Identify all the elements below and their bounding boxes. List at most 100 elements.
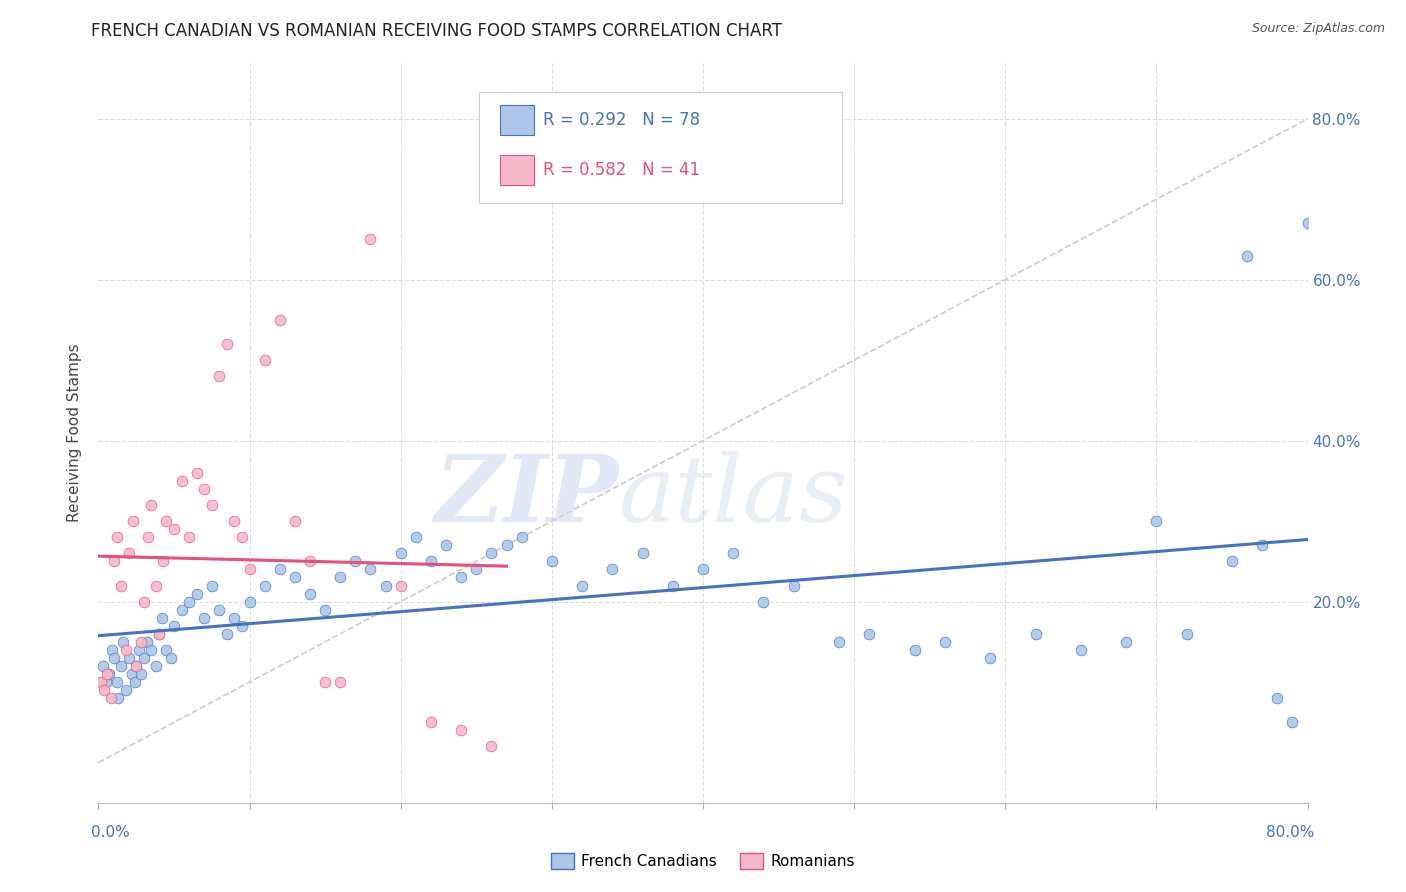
Point [269, 562, 291, 576]
Point [979, 651, 1001, 665]
Point [163, 619, 186, 633]
Point [100, 691, 122, 706]
Point [495, 538, 517, 552]
Point [284, 514, 307, 528]
Point [114, 643, 136, 657]
Point [122, 514, 145, 528]
Point [215, 627, 238, 641]
Point [170, 602, 193, 616]
Point [1220, 554, 1243, 568]
Point [125, 659, 148, 673]
Point [111, 635, 134, 649]
Point [96, 667, 118, 681]
Point [105, 675, 128, 690]
FancyBboxPatch shape [501, 155, 534, 185]
Point [692, 562, 714, 576]
Point [420, 554, 443, 568]
Legend: French Canadians, Romanians: French Canadians, Romanians [544, 847, 862, 875]
Point [934, 635, 956, 649]
Point [540, 554, 562, 568]
Point [141, 643, 163, 657]
Point [1281, 715, 1303, 730]
Text: ZIP: ZIP [434, 450, 619, 541]
Text: R = 0.582   N = 41: R = 0.582 N = 41 [543, 161, 700, 178]
Point [1070, 643, 1092, 657]
Point [136, 530, 159, 544]
Point [314, 675, 336, 690]
Point [1115, 635, 1137, 649]
Point [329, 570, 352, 584]
Point [661, 578, 683, 592]
Point [193, 482, 215, 496]
Point [329, 675, 352, 690]
Point [405, 530, 427, 544]
Point [94, 675, 117, 690]
Point [1024, 627, 1046, 641]
Point [90, 675, 112, 690]
Point [110, 659, 132, 673]
Text: FRENCH CANADIAN VS ROMANIAN RECEIVING FOOD STAMPS CORRELATION CHART: FRENCH CANADIAN VS ROMANIAN RECEIVING FO… [91, 22, 782, 40]
Point [125, 659, 148, 673]
Point [314, 602, 336, 616]
Point [170, 474, 193, 488]
Point [284, 570, 307, 584]
Point [1144, 514, 1167, 528]
Point [239, 562, 262, 576]
Point [253, 353, 276, 368]
Point [224, 514, 246, 528]
Point [1236, 249, 1258, 263]
Point [179, 530, 201, 544]
Point [201, 578, 224, 592]
Point [783, 578, 806, 592]
Point [124, 675, 146, 690]
Text: atlas: atlas [619, 450, 848, 541]
Point [193, 610, 215, 624]
Point [155, 643, 177, 657]
Point [434, 538, 457, 552]
Point [163, 522, 186, 536]
Point [360, 232, 382, 246]
Point [1175, 627, 1198, 641]
Point [148, 627, 170, 641]
Point [155, 514, 177, 528]
Point [510, 530, 533, 544]
Point [450, 570, 472, 584]
FancyBboxPatch shape [479, 92, 842, 203]
Point [179, 594, 201, 608]
Point [481, 546, 503, 560]
Point [723, 546, 745, 560]
Point [110, 578, 132, 592]
Point [215, 337, 238, 351]
Y-axis label: Receiving Food Stamps: Receiving Food Stamps [67, 343, 83, 522]
Point [231, 619, 253, 633]
Point [114, 683, 136, 698]
Point [103, 651, 125, 665]
Point [858, 627, 880, 641]
Point [224, 610, 246, 624]
Text: R = 0.292   N = 78: R = 0.292 N = 78 [543, 112, 700, 129]
Point [374, 578, 396, 592]
Point [360, 562, 382, 576]
Point [186, 466, 208, 480]
Point [631, 546, 654, 560]
Point [1296, 216, 1319, 230]
Point [231, 530, 253, 544]
Point [145, 659, 167, 673]
Point [128, 643, 150, 657]
Text: 0.0%: 0.0% [91, 825, 131, 840]
Point [141, 498, 163, 512]
Point [105, 530, 128, 544]
Point [186, 586, 208, 600]
Point [103, 554, 125, 568]
Point [253, 578, 276, 592]
Point [299, 586, 322, 600]
Point [118, 546, 141, 560]
Point [148, 627, 170, 641]
Point [107, 691, 129, 706]
Text: 80.0%: 80.0% [1267, 825, 1315, 840]
Point [208, 369, 231, 384]
Point [132, 594, 155, 608]
Point [152, 554, 174, 568]
Point [132, 651, 155, 665]
Point [481, 739, 503, 754]
